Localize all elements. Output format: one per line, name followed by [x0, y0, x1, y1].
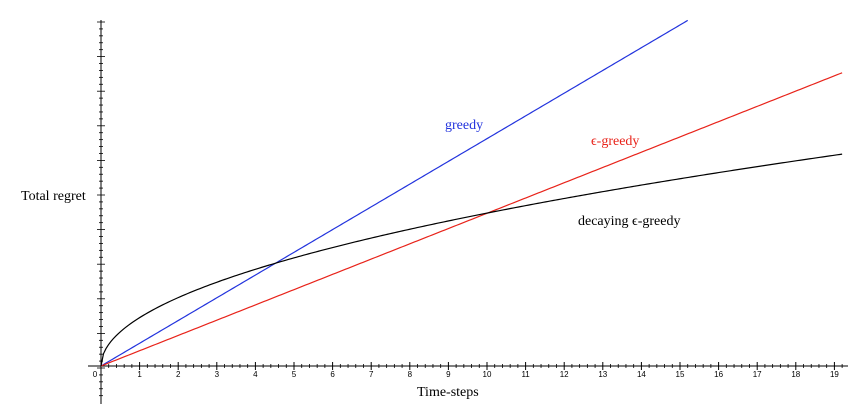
series-line-decaying-e-greedy	[100, 153, 843, 367]
x-tick-label: 8	[408, 370, 413, 379]
series-layer	[100, 19, 843, 367]
x-tick-label: 6	[330, 370, 335, 379]
y-ticks	[97, 21, 105, 397]
x-tick-label: 1	[137, 370, 142, 379]
series-label-greedy: greedy	[445, 118, 483, 133]
x-tick-label: 9	[446, 370, 451, 379]
x-tick-label: 12	[560, 370, 569, 379]
x-tick-label: 2	[176, 370, 181, 379]
x-tick-label: 7	[369, 370, 374, 379]
x-tick-label: 4	[253, 370, 258, 379]
x-tick-label: 0	[93, 370, 98, 379]
series-line-greedy	[100, 19, 689, 367]
series-line-e-greedy	[100, 72, 843, 367]
x-tick-label: 18	[791, 370, 800, 379]
x-tick-label: 10	[483, 370, 492, 379]
x-tick-label: 13	[598, 370, 607, 379]
x-tick-label: 11	[521, 370, 530, 379]
x-tick-label: 14	[637, 370, 646, 379]
x-tick-label: 17	[753, 370, 762, 379]
x-tick-label: 19	[830, 370, 839, 379]
x-tick-label: 15	[676, 370, 685, 379]
series-label-e-greedy: ϵ-greedy	[591, 134, 639, 149]
x-tick-label: 16	[714, 370, 723, 379]
series-label-decaying-e-greedy: decaying ϵ-greedy	[578, 214, 680, 229]
y-axis-label: Total regret	[21, 189, 86, 204]
x-tick-label: 3	[215, 370, 220, 379]
x-ticks: 0 1 2 3 4 5 6 7 8 9 10 11 12 13 14 15 16 17 18 19	[93, 362, 843, 379]
axes: 0 1 2 3 4 5 6 7 8 9 10 11 12 13 14 15 16 17 18 19	[88, 20, 848, 404]
labels: Total regret Time-steps greedy ϵ-greedy …	[21, 118, 680, 400]
x-axis-label: Time-steps	[417, 385, 479, 400]
x-tick-label: 5	[292, 370, 297, 379]
